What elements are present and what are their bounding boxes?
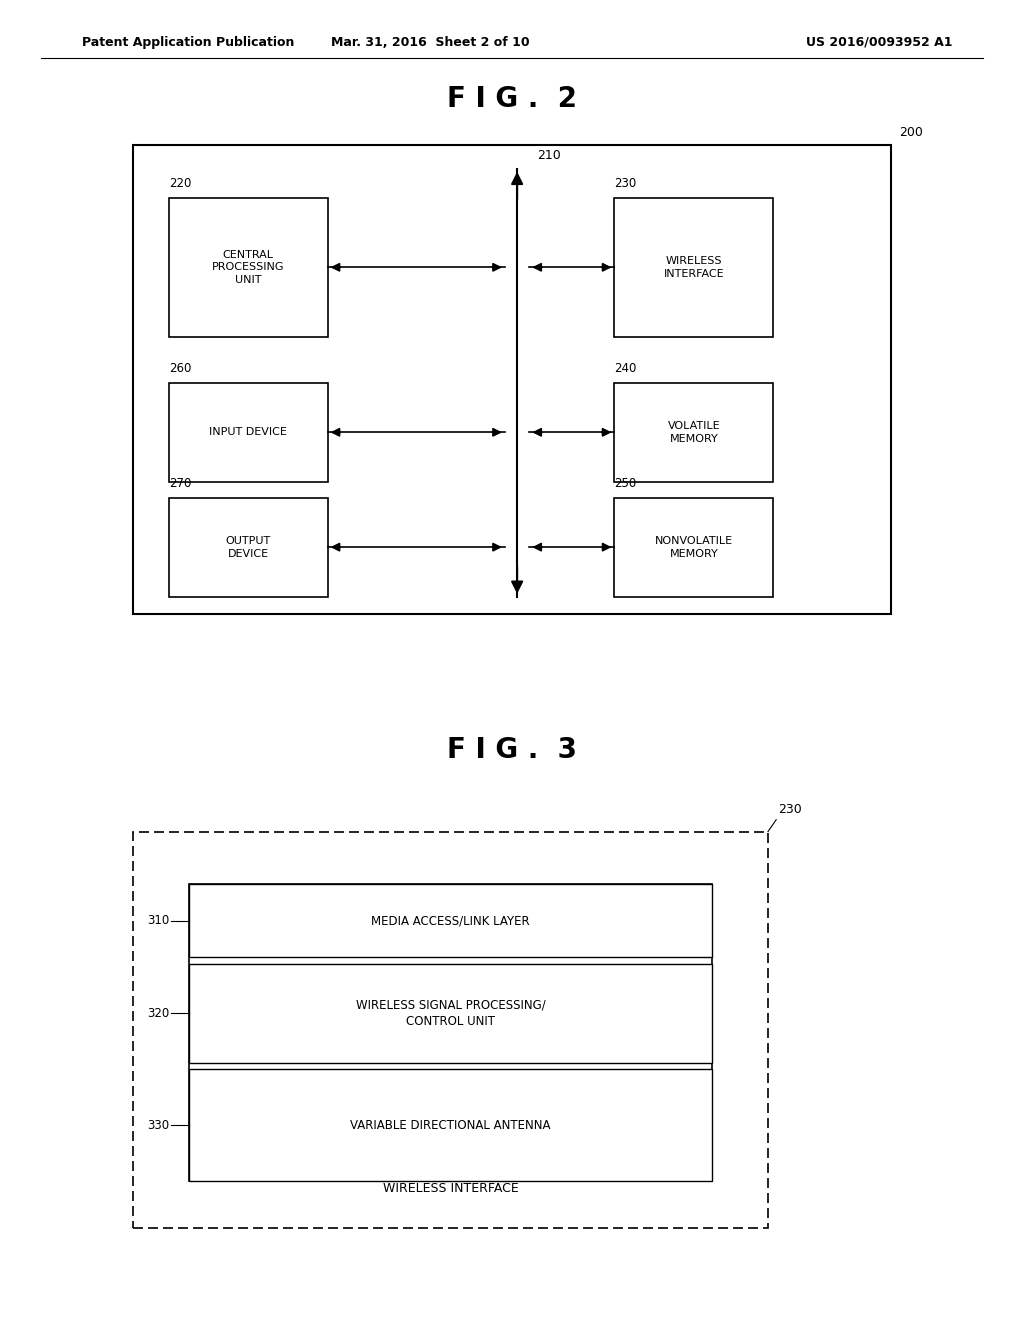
Bar <box>189 1069 712 1181</box>
Bar <box>189 964 712 1063</box>
Text: 240: 240 <box>614 362 637 375</box>
Bar <box>189 884 712 1181</box>
Text: 210: 210 <box>538 149 561 162</box>
Bar <box>169 198 328 337</box>
Bar <box>133 145 891 614</box>
Text: 220: 220 <box>169 177 191 190</box>
Text: 250: 250 <box>614 477 637 490</box>
Bar <box>614 498 773 597</box>
Text: 200: 200 <box>899 125 923 139</box>
Text: 310: 310 <box>146 915 169 927</box>
Bar <box>614 198 773 337</box>
Bar <box>133 832 768 1228</box>
Text: Patent Application Publication: Patent Application Publication <box>82 36 294 49</box>
Text: 260: 260 <box>169 362 191 375</box>
Text: 230: 230 <box>614 177 637 190</box>
Text: WIRELESS INTERFACE: WIRELESS INTERFACE <box>383 1181 518 1195</box>
Text: MEDIA ACCESS/LINK LAYER: MEDIA ACCESS/LINK LAYER <box>372 915 529 927</box>
Text: OUTPUT
DEVICE: OUTPUT DEVICE <box>225 536 271 558</box>
Text: F I G .  3: F I G . 3 <box>447 735 577 764</box>
Bar <box>189 884 712 957</box>
Text: WIRELESS SIGNAL PROCESSING/
CONTROL UNIT: WIRELESS SIGNAL PROCESSING/ CONTROL UNIT <box>355 998 546 1028</box>
Text: 270: 270 <box>169 477 191 490</box>
Text: US 2016/0093952 A1: US 2016/0093952 A1 <box>806 36 952 49</box>
Text: F I G .  2: F I G . 2 <box>447 84 577 114</box>
Text: WIRELESS
INTERFACE: WIRELESS INTERFACE <box>664 256 724 279</box>
Text: VARIABLE DIRECTIONAL ANTENNA: VARIABLE DIRECTIONAL ANTENNA <box>350 1119 551 1131</box>
Text: Mar. 31, 2016  Sheet 2 of 10: Mar. 31, 2016 Sheet 2 of 10 <box>331 36 529 49</box>
Text: 320: 320 <box>146 1007 169 1019</box>
Text: 330: 330 <box>146 1119 169 1131</box>
Text: VOLATILE
MEMORY: VOLATILE MEMORY <box>668 421 720 444</box>
Text: CENTRAL
PROCESSING
UNIT: CENTRAL PROCESSING UNIT <box>212 249 285 285</box>
Text: NONVOLATILE
MEMORY: NONVOLATILE MEMORY <box>654 536 733 558</box>
Bar <box>614 383 773 482</box>
Bar <box>169 498 328 597</box>
Text: INPUT DEVICE: INPUT DEVICE <box>209 428 288 437</box>
Text: 230: 230 <box>778 803 802 816</box>
Bar <box>169 383 328 482</box>
